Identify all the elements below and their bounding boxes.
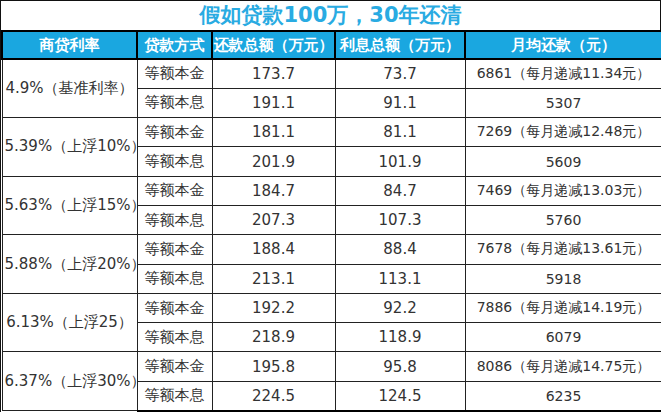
monthly-cell: 8086（每月递减14.75元） xyxy=(465,352,661,381)
interest-cell: 118.9 xyxy=(335,323,465,352)
interest-cell: 84.7 xyxy=(335,176,465,205)
method-cell: 等额本金 xyxy=(137,59,212,88)
total-cell: 191.1 xyxy=(212,88,335,117)
method-cell: 等额本金 xyxy=(137,176,212,205)
interest-cell: 73.7 xyxy=(335,59,465,88)
total-cell: 207.3 xyxy=(212,205,335,234)
loan-table-sheet: 假如贷款100万，30年还清 商贷利率 贷款方式 还款总额（万元） 利息总额（万… xyxy=(0,0,661,412)
method-cell: 等额本息 xyxy=(137,88,212,117)
total-cell: 184.7 xyxy=(212,176,335,205)
monthly-cell: 7678（每月递减13.61元） xyxy=(465,235,661,264)
monthly-cell: 6235 xyxy=(465,381,661,410)
monthly-cell: 6079 xyxy=(465,323,661,352)
table-row: 4.9%（基准利率） 等额本金 173.7 73.7 6861（每月递减11.3… xyxy=(2,59,661,88)
col-header-monthly: 月均还款（元） xyxy=(465,31,661,59)
interest-cell: 88.4 xyxy=(335,235,465,264)
total-cell: 181.1 xyxy=(212,118,335,147)
interest-cell: 91.1 xyxy=(335,88,465,117)
method-cell: 等额本息 xyxy=(137,323,212,352)
method-cell: 等额本息 xyxy=(137,381,212,410)
interest-cell: 113.1 xyxy=(335,264,465,293)
col-header-total: 还款总额（万元） xyxy=(212,31,335,59)
table-row: 5.63%（上浮15%） 等额本金 184.7 84.7 7469（每月递减13… xyxy=(2,176,661,205)
interest-cell: 107.3 xyxy=(335,205,465,234)
total-cell: 188.4 xyxy=(212,235,335,264)
rate-cell: 6.37%（上浮30%） xyxy=(2,352,137,411)
method-cell: 等额本金 xyxy=(137,235,212,264)
monthly-cell: 7886（每月递减14.19元） xyxy=(465,293,661,322)
monthly-cell: 5609 xyxy=(465,147,661,176)
interest-cell: 95.8 xyxy=(335,352,465,381)
interest-cell: 101.9 xyxy=(335,147,465,176)
rate-cell: 5.63%（上浮15%） xyxy=(2,176,137,235)
monthly-cell: 6861（每月递减11.34元） xyxy=(465,59,661,88)
interest-cell: 81.1 xyxy=(335,118,465,147)
table-row: 5.39%（上浮10%） 等额本金 181.1 81.1 7269（每月递减12… xyxy=(2,118,661,147)
table-header-row: 商贷利率 贷款方式 还款总额（万元） 利息总额（万元） 月均还款（元） xyxy=(2,31,661,59)
table-row: 5.88%（上浮20%） 等额本金 188.4 88.4 7678（每月递减13… xyxy=(2,235,661,264)
monthly-cell: 5307 xyxy=(465,88,661,117)
total-cell: 213.1 xyxy=(212,264,335,293)
method-cell: 等额本息 xyxy=(137,264,212,293)
page-title: 假如贷款100万，30年还清 xyxy=(1,1,660,30)
total-cell: 218.9 xyxy=(212,323,335,352)
method-cell: 等额本金 xyxy=(137,293,212,322)
loan-comparison-figure: 假如贷款100万，30年还清 商贷利率 贷款方式 还款总额（万元） 利息总额（万… xyxy=(0,0,661,415)
col-header-interest: 利息总额（万元） xyxy=(335,31,465,59)
total-cell: 192.2 xyxy=(212,293,335,322)
monthly-cell: 5760 xyxy=(465,205,661,234)
total-cell: 173.7 xyxy=(212,59,335,88)
rate-cell: 5.88%（上浮20%） xyxy=(2,235,137,294)
total-cell: 224.5 xyxy=(212,381,335,410)
total-cell: 201.9 xyxy=(212,147,335,176)
monthly-cell: 5918 xyxy=(465,264,661,293)
method-cell: 等额本金 xyxy=(137,118,212,147)
table-row: 6.13%（上浮25） 等额本金 192.2 92.2 7886（每月递减14.… xyxy=(2,293,661,322)
col-header-rate: 商贷利率 xyxy=(2,31,137,59)
rate-cell: 5.39%（上浮10%） xyxy=(2,118,137,177)
table-row: 6.37%（上浮30%） 等额本金 195.8 95.8 8086（每月递减14… xyxy=(2,352,661,381)
rate-cell: 6.13%（上浮25） xyxy=(2,293,137,352)
total-cell: 195.8 xyxy=(212,352,335,381)
monthly-cell: 7469（每月递减13.03元） xyxy=(465,176,661,205)
method-cell: 等额本金 xyxy=(137,352,212,381)
col-header-method: 贷款方式 xyxy=(137,31,212,59)
method-cell: 等额本息 xyxy=(137,205,212,234)
monthly-cell: 7269（每月递减12.48元） xyxy=(465,118,661,147)
interest-cell: 124.5 xyxy=(335,381,465,410)
interest-cell: 92.2 xyxy=(335,293,465,322)
loan-table: 商贷利率 贷款方式 还款总额（万元） 利息总额（万元） 月均还款（元） 4.9%… xyxy=(1,30,661,412)
rate-cell: 4.9%（基准利率） xyxy=(2,59,137,118)
method-cell: 等额本息 xyxy=(137,147,212,176)
